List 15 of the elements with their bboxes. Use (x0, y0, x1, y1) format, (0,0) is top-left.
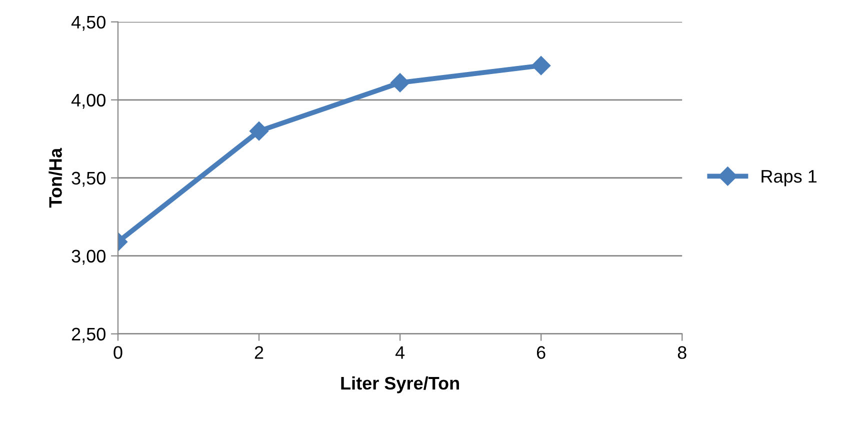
y-tick-label: 3,50 (72, 172, 106, 187)
point (532, 56, 551, 76)
x-tick-label: 6 (536, 346, 546, 359)
x-tick-label: 2 (254, 346, 264, 359)
x-axis-title: Liter Syre/Ton (341, 376, 459, 394)
y-tick-label: 4,50 (71, 16, 106, 31)
y-tick-label: 3,00 (72, 250, 106, 265)
x-tick-label: 4 (395, 346, 405, 359)
y-tick-label: 2,50 (72, 328, 106, 343)
legend-label: Raps 1 (762, 170, 817, 186)
y-tick-label: 4,00 (71, 94, 106, 109)
x-tick-label: 8 (678, 346, 686, 359)
point (390, 73, 410, 92)
y-axis-title: Ton/Ha (48, 148, 62, 208)
x-tick-label: 0 (114, 346, 122, 359)
